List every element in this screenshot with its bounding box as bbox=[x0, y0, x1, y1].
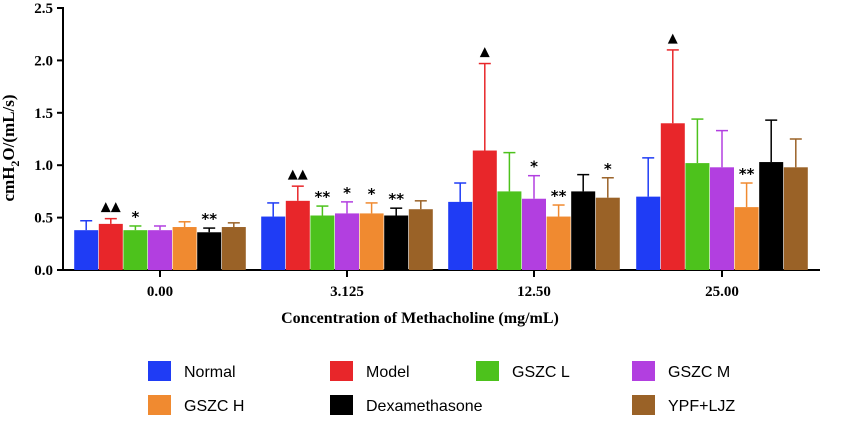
x-tick-label: 3.125 bbox=[330, 284, 364, 300]
bar bbox=[759, 162, 784, 270]
x-tick-label: 25.00 bbox=[705, 284, 739, 300]
legend-label: GSZC M bbox=[668, 364, 730, 381]
legend-label: Model bbox=[366, 364, 410, 381]
significance-mark: * bbox=[343, 184, 351, 202]
bar bbox=[497, 191, 522, 270]
bar bbox=[783, 167, 808, 270]
bar bbox=[310, 215, 335, 270]
legend-label: Normal bbox=[184, 364, 236, 381]
bar bbox=[660, 123, 685, 270]
legend-swatch bbox=[330, 395, 353, 415]
y-axis: 0.0 0.5 1.0 1.5 2.0 2.5 bbox=[34, 1, 64, 279]
bar bbox=[685, 163, 710, 270]
bar bbox=[172, 227, 197, 270]
bar bbox=[261, 216, 286, 270]
legend-swatch bbox=[632, 395, 655, 415]
significance-marks: ▲▲* **▲▲** * * **▲****▲** bbox=[101, 31, 755, 228]
x-axis-label: Concentration of Methacholine (mg/mL) bbox=[281, 310, 559, 327]
legend-label: GSZC H bbox=[184, 398, 244, 415]
bar bbox=[571, 191, 596, 270]
bar bbox=[148, 230, 172, 270]
legend-swatch bbox=[148, 361, 171, 381]
legend-label: GSZC L bbox=[512, 364, 570, 381]
significance-mark: * bbox=[530, 158, 538, 176]
bar bbox=[595, 197, 620, 270]
significance-mark: * bbox=[604, 160, 612, 178]
y-tick-label: 0.5 bbox=[34, 211, 53, 227]
legend-swatch bbox=[148, 395, 171, 415]
bars bbox=[74, 49, 808, 270]
bar bbox=[636, 196, 661, 270]
y-axis-label: cmH2O/(mL/s) bbox=[0, 94, 22, 201]
significance-mark: ▲▲ bbox=[101, 200, 121, 215]
bar bbox=[710, 167, 734, 270]
bar bbox=[522, 198, 546, 270]
y-tick-label: 1.0 bbox=[34, 158, 53, 174]
significance-mark: ▲▲ bbox=[288, 167, 308, 182]
bar bbox=[472, 150, 497, 270]
significance-mark: ** bbox=[315, 188, 331, 206]
bar bbox=[221, 227, 246, 270]
bar bbox=[335, 213, 359, 270]
significance-mark: ** bbox=[201, 210, 217, 228]
x-tick-label: 0.00 bbox=[147, 284, 173, 300]
bar bbox=[74, 230, 99, 270]
legend-label: YPF+LJZ bbox=[668, 398, 735, 415]
significance-mark: ▲ bbox=[668, 31, 678, 46]
y-tick-label: 0.0 bbox=[34, 263, 53, 279]
bar bbox=[98, 223, 123, 270]
significance-mark: ** bbox=[551, 187, 567, 205]
bar bbox=[546, 216, 571, 270]
x-tick-label: 12.50 bbox=[517, 284, 551, 300]
significance-mark: * bbox=[131, 208, 139, 226]
x-axis: 0.00 3.125 12.50 25.00 bbox=[63, 269, 820, 300]
legend-swatch bbox=[632, 361, 655, 381]
bar bbox=[359, 213, 384, 270]
significance-mark: ** bbox=[739, 165, 755, 183]
bar bbox=[448, 201, 473, 270]
bar bbox=[285, 200, 310, 270]
significance-mark: ▲ bbox=[480, 45, 490, 60]
bar bbox=[408, 209, 433, 270]
bar bbox=[734, 207, 759, 270]
bar bbox=[197, 232, 222, 270]
bar bbox=[384, 215, 409, 270]
y-tick-label: 1.5 bbox=[34, 106, 53, 122]
significance-mark: * bbox=[368, 185, 376, 203]
y-tick-label: 2.5 bbox=[34, 1, 53, 17]
significance-mark: ** bbox=[388, 190, 404, 208]
legend: Normal Model GSZC L GSZC M GSZC H Dexamethaso… bbox=[148, 361, 735, 415]
legend-label: Dexamethasone bbox=[366, 398, 483, 415]
y-tick-label: 2.0 bbox=[34, 53, 53, 69]
legend-swatch bbox=[330, 361, 353, 381]
legend-swatch bbox=[476, 361, 499, 381]
bar bbox=[123, 230, 148, 270]
